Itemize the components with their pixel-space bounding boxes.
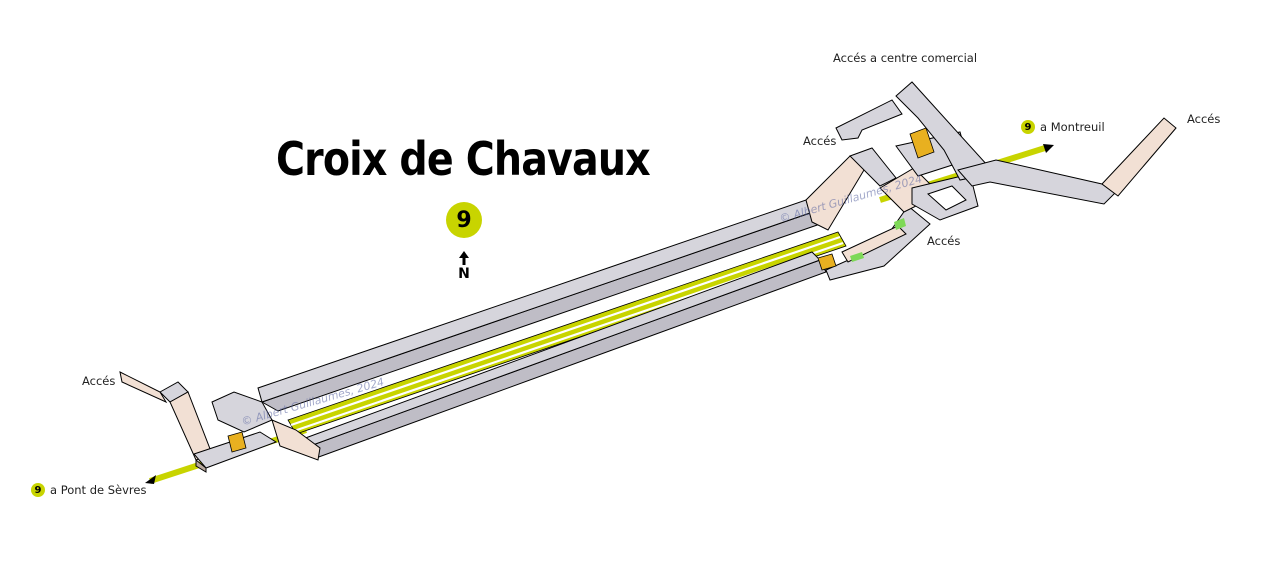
label-access-commercial: Accés a centre comercial <box>833 51 978 65</box>
east-access-structure <box>805 81 1177 281</box>
west-access-structure <box>119 371 321 473</box>
north-arrow-icon <box>459 251 469 265</box>
track-bed <box>287 231 847 435</box>
station-title: Croix de Chavaux <box>276 132 651 186</box>
line-number: 9 <box>456 207 472 233</box>
direction-east-text: a Montreuil <box>1040 120 1105 134</box>
arrow-east <box>1043 144 1054 153</box>
direction-west-line: 9 <box>31 483 45 497</box>
line-badge: 9 <box>446 202 482 238</box>
direction-east-line: 9 <box>1021 120 1035 134</box>
north-label: N <box>458 266 470 282</box>
label-access-left: Accés <box>82 374 116 388</box>
north-platform <box>257 199 828 412</box>
arrow-west <box>145 475 156 484</box>
direction-east: 9 a Montreuil <box>1021 120 1105 134</box>
direction-west-text: a Pont de Sèvres <box>50 483 147 497</box>
label-access-mid-right: Accés <box>927 234 961 248</box>
direction-west: 9 a Pont de Sèvres <box>31 483 146 497</box>
label-access-far-right: Accés <box>1187 112 1221 126</box>
label-access-top-left: Accés <box>803 134 837 148</box>
north-indicator: N <box>455 250 473 282</box>
